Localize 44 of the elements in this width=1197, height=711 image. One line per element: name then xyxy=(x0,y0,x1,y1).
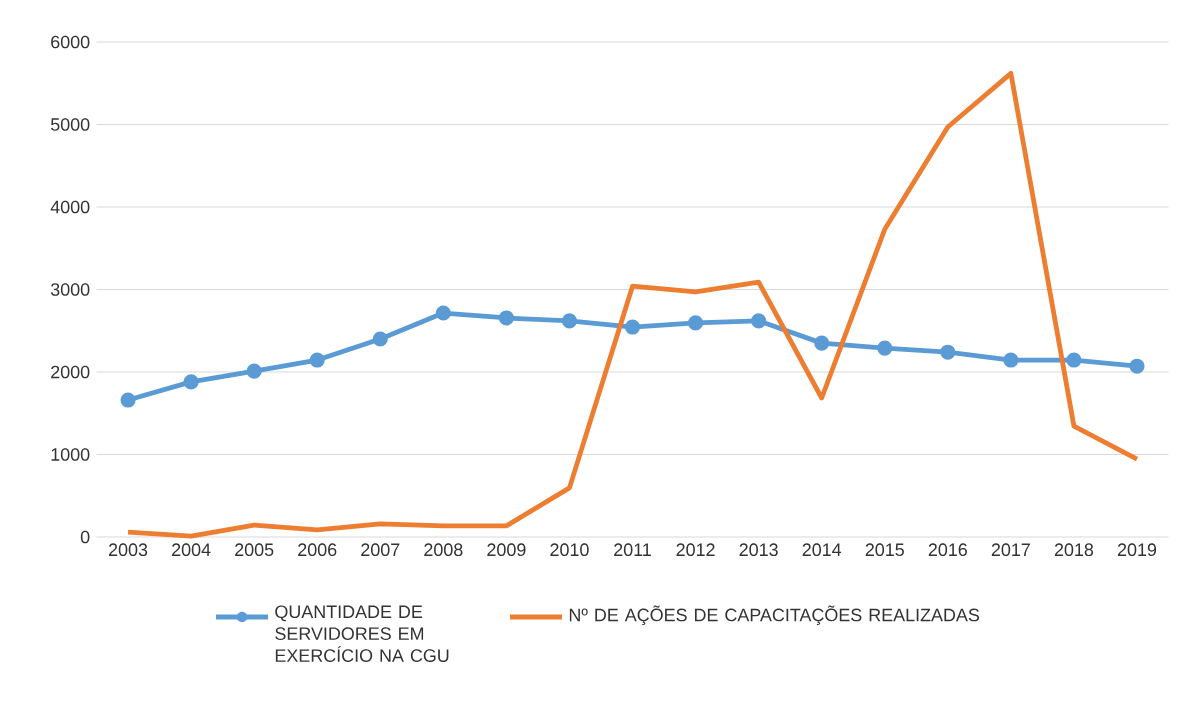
point xyxy=(751,313,767,329)
x-tick-label: 2019 xyxy=(1117,543,1157,557)
legend-label: Nº DE AÇÕES DE CAPACITAÇÕES REALIZADAS xyxy=(569,605,980,625)
legend-label: QUANTIDADE DE SERVIDORES EM EXERCÍCIO NA CGU xyxy=(275,605,449,662)
x-tick-label: 2010 xyxy=(550,543,589,557)
point xyxy=(1066,352,1082,368)
y-tick-label: 2000 xyxy=(51,365,90,379)
x-tick-label: 2016 xyxy=(928,543,967,557)
x-tick-label: 2005 xyxy=(235,543,274,557)
x-tick-label: 2009 xyxy=(487,543,526,557)
line-series xyxy=(125,70,1140,539)
x-tick-label: 2011 xyxy=(614,543,651,557)
point xyxy=(246,363,262,379)
point xyxy=(814,335,830,351)
y-tick-label: 1000 xyxy=(51,448,90,461)
x-tick-label: 2006 xyxy=(298,543,337,557)
x-tick-label: 2013 xyxy=(739,543,778,557)
x-tick-label: 2004 xyxy=(172,543,211,557)
point xyxy=(435,305,451,321)
y-tick-label: 4000 xyxy=(50,200,90,214)
point xyxy=(877,340,893,356)
point xyxy=(498,310,514,326)
point xyxy=(688,315,704,331)
point xyxy=(624,319,641,335)
x-tick-label: 2017 xyxy=(991,543,1030,557)
y-tick-label: 5000 xyxy=(50,118,90,131)
point xyxy=(561,313,578,329)
point xyxy=(183,374,199,390)
x-tick-label: 2003 xyxy=(109,543,148,557)
point xyxy=(940,344,956,360)
point xyxy=(120,392,136,408)
x-tick-label: 2012 xyxy=(676,543,715,557)
y-tick-label: 3000 xyxy=(50,283,90,296)
y-tick-label: 0 xyxy=(80,530,90,544)
point xyxy=(1129,358,1145,374)
point xyxy=(372,331,388,347)
x-tick-label: 2018 xyxy=(1054,543,1094,557)
point xyxy=(309,352,325,368)
x-tick-label: 2015 xyxy=(865,543,904,557)
y-tick-label: 6000 xyxy=(51,35,90,49)
x-tick-label: 2014 xyxy=(802,543,842,557)
x-tick-label: 2008 xyxy=(424,543,463,557)
x-tick-label: 2007 xyxy=(361,543,400,557)
point xyxy=(1003,352,1019,368)
